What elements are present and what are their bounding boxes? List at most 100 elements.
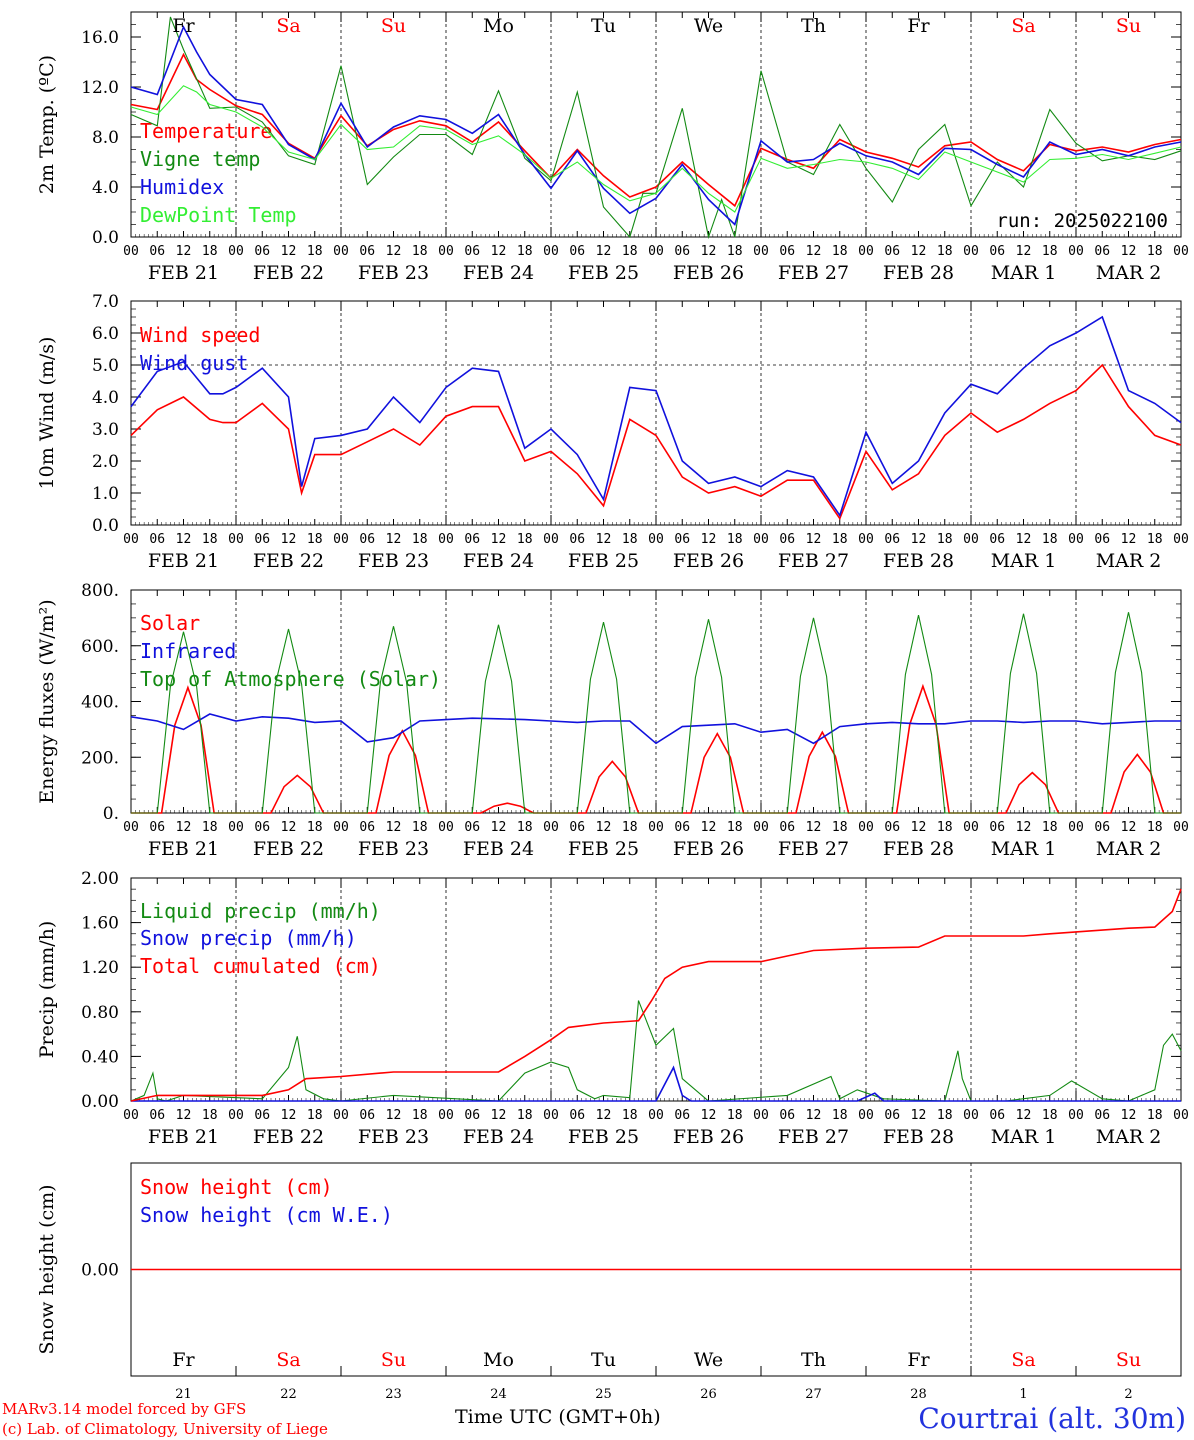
- hour-label: 18: [832, 532, 848, 547]
- hour-label: 00: [228, 244, 244, 259]
- hour-label: 06: [254, 244, 270, 259]
- hour-label: 18: [202, 1108, 218, 1123]
- date-label: MAR 2: [1096, 1126, 1162, 1148]
- hour-label: 06: [149, 820, 165, 835]
- hour-label: 00: [1173, 1108, 1189, 1123]
- day-number-label: 28: [910, 1387, 927, 1402]
- legend-entry: Top of Atmosphere (Solar): [140, 667, 441, 691]
- y-tick-label: 7.0: [92, 292, 119, 312]
- date-label: FEB 24: [463, 262, 534, 284]
- hour-label: 06: [359, 532, 375, 547]
- x-axis-title: Time UTC (GMT+0h): [455, 1406, 661, 1428]
- panel-1: 00 06 12 18 00 06 12 18 00 06 12 18 00 06 12 18 00 06 12 18…: [36, 11, 1189, 284]
- hour-label: 00: [123, 532, 139, 547]
- hour-label: 18: [517, 820, 533, 835]
- date-label: FEB 24: [463, 1126, 534, 1148]
- hour-label: 12: [701, 532, 717, 547]
- hour-label: 18: [202, 820, 218, 835]
- hour-label: 06: [464, 244, 480, 259]
- hour-label: 00: [543, 532, 559, 547]
- hour-label: 12: [281, 244, 297, 259]
- weekday-label: Mo: [483, 15, 514, 37]
- legend-entry: Total cumulated (cm): [140, 954, 381, 978]
- y-tick-label: 800.: [81, 581, 119, 601]
- hour-label: 12: [281, 820, 297, 835]
- date-label: FEB 27: [778, 1126, 849, 1148]
- weekday-label: Mo: [483, 1349, 514, 1371]
- hour-label: 06: [1094, 1108, 1110, 1123]
- hour-label: 06: [464, 1108, 480, 1123]
- hour-label: 12: [911, 244, 927, 259]
- hour-label: 12: [911, 532, 927, 547]
- hour-label: 00: [543, 820, 559, 835]
- hour-label: 06: [884, 820, 900, 835]
- hour-label: 06: [254, 532, 270, 547]
- hour-label: 18: [412, 820, 428, 835]
- credit-lab: (c) Lab. of Climatology, University of L…: [2, 1420, 328, 1438]
- hour-label: 12: [701, 1108, 717, 1123]
- hour-label: 00: [753, 1108, 769, 1123]
- hour-label: 00: [438, 1108, 454, 1123]
- hour-label: 18: [1042, 1108, 1058, 1123]
- hour-label: 12: [1016, 820, 1032, 835]
- series-line-humidex: [130, 25, 1182, 226]
- y-tick-label: 600.: [81, 637, 119, 657]
- y-tick-label: 1.20: [81, 958, 119, 978]
- date-label: FEB 27: [778, 262, 849, 284]
- hour-label: 00: [648, 1108, 664, 1123]
- hour-label: 00: [963, 532, 979, 547]
- hour-label: 18: [412, 1108, 428, 1123]
- hour-label: 12: [386, 244, 402, 259]
- hour-label: 00: [228, 820, 244, 835]
- series-line-snow-precip-mm-h-: [131, 1065, 1181, 1102]
- hour-label: 06: [254, 1108, 270, 1123]
- hour-label: 00: [1068, 820, 1084, 835]
- y-tick-label: 0.: [103, 804, 119, 824]
- hour-label: 12: [806, 532, 822, 547]
- series-line-top-of-atmosphere-solar-: [131, 612, 1181, 814]
- hour-label: 12: [806, 820, 822, 835]
- hour-label: 12: [176, 820, 192, 835]
- y-tick-label: 8.0: [92, 128, 119, 148]
- hour-label: 12: [176, 532, 192, 547]
- date-label: FEB 26: [673, 1126, 744, 1148]
- series-line-wind-speed: [130, 363, 1182, 521]
- hour-label: 12: [596, 244, 612, 259]
- weekday-label: Su: [1116, 1349, 1141, 1371]
- hour-label: 00: [963, 820, 979, 835]
- hour-label: 00: [753, 244, 769, 259]
- date-label: FEB 21: [148, 262, 219, 284]
- hour-label: 12: [806, 1108, 822, 1123]
- hour-label: 12: [911, 820, 927, 835]
- hour-label: 18: [1042, 820, 1058, 835]
- date-label: MAR 2: [1096, 550, 1162, 572]
- y-tick-label: 2.00: [81, 869, 119, 889]
- day-number-label: 25: [595, 1387, 612, 1402]
- date-label: FEB 25: [568, 550, 639, 572]
- date-label: FEB 24: [463, 838, 534, 860]
- y-tick-label: 2.0: [92, 452, 119, 472]
- hour-label: 12: [1016, 532, 1032, 547]
- hour-label: 18: [307, 820, 323, 835]
- date-label: MAR 1: [991, 838, 1057, 860]
- series-line-temperature: [130, 52, 1182, 208]
- date-label: FEB 28: [883, 550, 954, 572]
- date-label: FEB 27: [778, 838, 849, 860]
- date-label: FEB 28: [883, 1126, 954, 1148]
- hour-label: 06: [884, 532, 900, 547]
- date-label: FEB 21: [148, 550, 219, 572]
- date-label: FEB 26: [673, 838, 744, 860]
- y-axis-label: 10m Wind (m/s): [36, 337, 58, 490]
- legend-entry: Snow height (cm): [140, 1175, 333, 1199]
- hour-label: 18: [517, 244, 533, 259]
- hour-label: 00: [858, 532, 874, 547]
- panel-frame: [130, 300, 1182, 526]
- hour-label: 06: [359, 820, 375, 835]
- hour-label: 00: [438, 820, 454, 835]
- hour-label: 12: [701, 820, 717, 835]
- date-label: MAR 2: [1096, 838, 1162, 860]
- hour-label: 06: [464, 532, 480, 547]
- date-label: MAR 1: [991, 1126, 1057, 1148]
- date-label: FEB 22: [253, 550, 324, 572]
- hour-label: 12: [1121, 244, 1137, 259]
